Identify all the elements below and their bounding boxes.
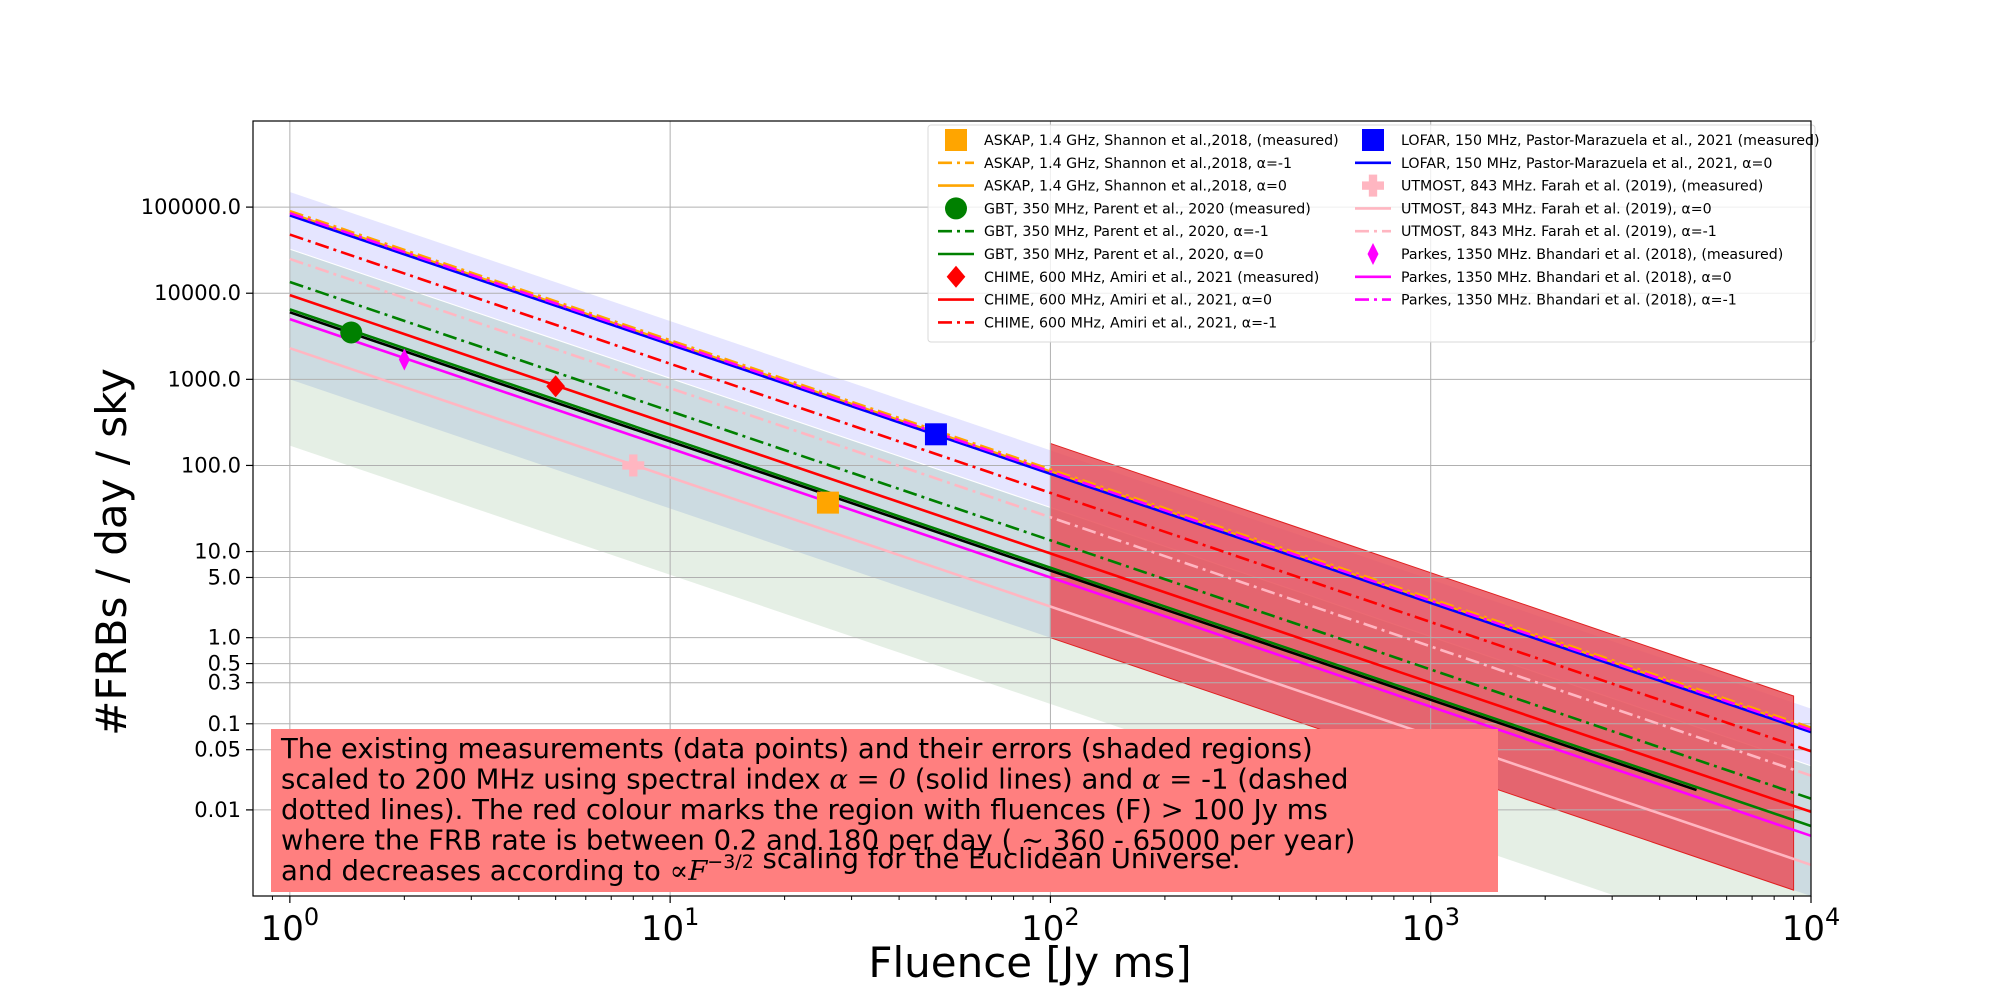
y-tick-label: 0.05 [194,738,241,762]
legend-entry: GBT, 350 MHz, Parent et al., 2020, α=0 [938,247,1264,263]
legend-entry: LOFAR, 150 MHz, Pastor-Marazuela et al.,… [1362,129,1820,151]
annotation-box: The existing measurements (data points) … [271,729,1498,892]
x-axis-label: Fluence [Jy ms] [868,938,1191,987]
y-tick-label: 0.3 [208,671,241,695]
series-line [289,308,1811,828]
y-tick-label: 0.1 [208,712,241,736]
legend-entry: GBT, 350 MHz, Parent et al., 2020 (measu… [945,197,1311,220]
y-tick-label: 10000.0 [154,281,241,305]
measured-point [924,423,947,446]
annotation-line: dotted lines). The red colour marks the … [281,794,1328,826]
y-tick-label: 0.5 [208,652,241,676]
legend-entry: Parkes, 1350 MHz. Bhandari et al. (2018)… [1355,270,1732,286]
x-tick-label: 101 [641,903,700,949]
legend-label: UTMOST, 843 MHz. Farah et al. (2019), α=… [1401,224,1717,240]
series-line [289,317,1811,838]
measured-point [546,375,566,398]
legend-entry: UTMOST, 843 MHz. Farah et al. (2019), (m… [1362,174,1763,197]
legend-entry: LOFAR, 150 MHz, Pastor-Marazuela et al.,… [1355,156,1772,172]
measured-point [398,348,410,371]
legend-label: UTMOST, 843 MHz. Farah et al. (2019), (m… [1401,179,1763,195]
legend-label: CHIME, 600 MHz, Amiri et al., 2021, α=-1 [984,315,1277,331]
y-axis-ticks: 0.01 0.050.1 0.30.51.0 5.010.0 100.0 1000.0 10… [141,195,253,822]
measured-point [340,321,363,344]
legend-marker-swatch [946,265,966,288]
legend-label: Parkes, 1350 MHz. Bhandari et al. (2018)… [1401,247,1783,263]
series-line [289,211,1811,732]
legend-label: ASKAP, 1.4 GHz, Shannon et al.,2018, α=0 [984,179,1287,195]
series-line [289,214,1811,734]
measured-point [816,491,839,514]
legend-entry: ASKAP, 1.4 GHz, Shannon et al.,2018, α=0 [938,179,1287,195]
legend-label: ASKAP, 1.4 GHz, Shannon et al.,2018, (me… [984,133,1339,149]
x-tick-label: 100 [261,903,320,949]
annotation-line: scaled to 200 MHz using spectral index α… [281,764,1348,796]
legend-marker-swatch [945,197,967,220]
plot-frame [252,120,1812,897]
legend-label: CHIME, 600 MHz, Amiri et al., 2021 (meas… [984,270,1319,286]
measured-points [340,321,947,514]
legend-entry: UTMOST, 843 MHz. Farah et al. (2019), α=… [1355,224,1717,240]
x-tick-label: 104 [1782,903,1841,949]
legend-label: GBT, 350 MHz, Parent et al., 2020, α=-1 [984,224,1269,240]
series-line [289,233,1811,753]
legend-entry: ASKAP, 1.4 GHz, Shannon et al.,2018, α=-… [938,156,1292,172]
y-tick-label: 100000.0 [141,195,241,219]
legend-label: LOFAR, 150 MHz, Pastor-Marazuela et al.,… [1401,133,1820,149]
legend-label: GBT, 350 MHz, Parent et al., 2020, α=0 [984,247,1264,263]
series-line [289,311,1697,792]
y-tick-label: 1000.0 [168,367,241,391]
legend-entry: Parkes, 1350 MHz. Bhandari et al. (2018)… [1355,293,1737,309]
annotation-line: where the FRB rate is between 0.2 and 18… [281,825,1355,857]
y-tick-label: 1.0 [208,626,241,650]
legend-entry: CHIME, 600 MHz, Amiri et al., 2021 (meas… [946,265,1319,288]
legend-entry: CHIME, 600 MHz, Amiri et al., 2021, α=0 [938,293,1272,309]
y-tick-label: 10.0 [194,540,241,564]
series-line [289,257,1811,777]
legend-entry: CHIME, 600 MHz, Amiri et al., 2021, α=-1 [938,315,1277,331]
legend-label: Parkes, 1350 MHz. Bhandari et al. (2018)… [1401,270,1732,286]
legend-label: CHIME, 600 MHz, Amiri et al., 2021, α=0 [984,293,1272,309]
series-line [289,280,1811,800]
x-tick-label: 103 [1401,903,1460,949]
legend-box [927,124,1816,343]
legend: ASKAP, 1.4 GHz, Shannon et al.,2018, (me… [927,124,1820,343]
series-line [289,346,1811,867]
legend-marker-swatch [945,129,967,151]
annotation-background [271,729,1498,892]
legend-entry: Parkes, 1350 MHz. Bhandari et al. (2018)… [1367,243,1783,265]
legend-entry: ASKAP, 1.4 GHz, Shannon et al.,2018, (me… [945,129,1339,151]
annotation-line: The existing measurements (data points) … [280,733,1313,765]
legend-marker-swatch [1362,174,1384,197]
y-tick-label: 0.01 [194,798,241,822]
legend-marker-swatch [1367,243,1379,265]
series-lines [289,209,1811,867]
y-tick-label: 5.0 [208,565,241,589]
annotation-line: and decreases according to ∝F−3/2 scalin… [281,843,1240,887]
series-line [289,209,1811,729]
measured-point [622,454,645,477]
legend-label: ASKAP, 1.4 GHz, Shannon et al.,2018, α=-… [984,156,1292,172]
legend-entry: UTMOST, 843 MHz. Farah et al. (2019), α=… [1355,201,1712,217]
y-axis-label: #FRBs / day / sky [87,368,136,736]
legend-label: LOFAR, 150 MHz, Pastor-Marazuela et al.,… [1401,156,1772,172]
legend-entry: GBT, 350 MHz, Parent et al., 2020, α=-1 [938,224,1269,240]
y-tick-label: 100.0 [181,453,241,477]
legend-marker-swatch [1362,129,1384,151]
series-line [289,293,1811,814]
legend-label: Parkes, 1350 MHz. Bhandari et al. (2018)… [1401,293,1737,309]
legend-label: GBT, 350 MHz, Parent et al., 2020 (measu… [984,201,1311,217]
legend-label: UTMOST, 843 MHz. Farah et al. (2019), α=… [1401,201,1712,217]
